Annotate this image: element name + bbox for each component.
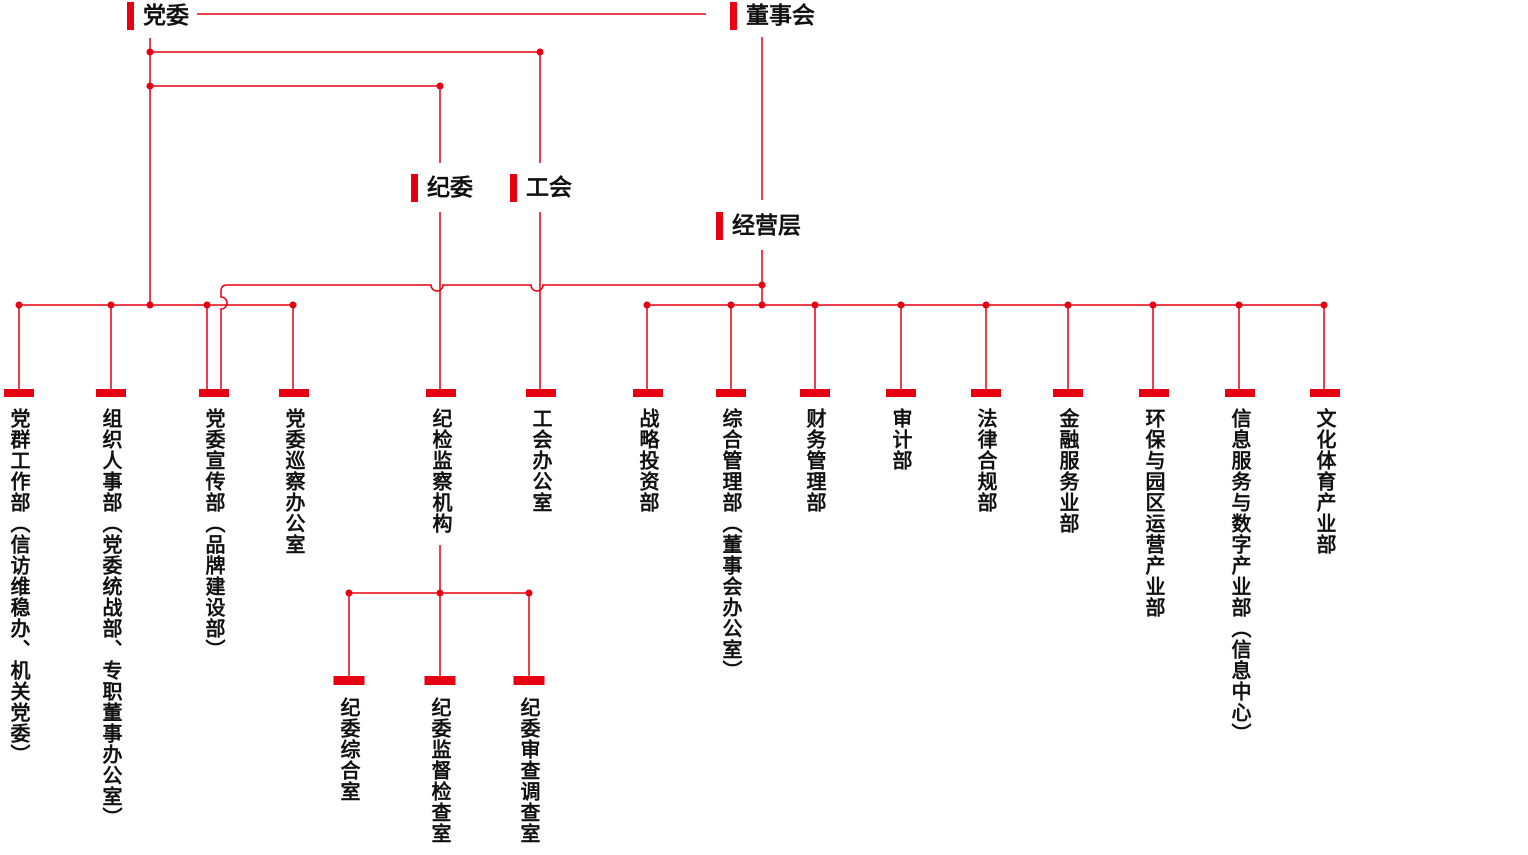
dept-culture-sports-industry: 文化体育产业部 — [1310, 389, 1340, 555]
node-bar — [513, 676, 545, 685]
dept-label: 审计部 — [889, 408, 913, 471]
node-management: 经营层 — [716, 212, 801, 240]
dept-label: 纪委审查调查室 — [517, 697, 541, 844]
node-bar — [1225, 389, 1255, 397]
dept-label: 金融服务业部 — [1056, 408, 1080, 534]
dept-environment-park-operations: 环保与园区运营产业部 — [1139, 389, 1169, 618]
dept-label: 文化体育产业部 — [1313, 408, 1337, 555]
node-label: 董事会 — [746, 3, 815, 29]
node-accent-bar — [510, 174, 517, 202]
node-party-committee: 党委 — [127, 2, 189, 30]
node-bar — [526, 389, 556, 397]
node-label: 纪委 — [427, 175, 473, 201]
dept-label: 组织人事部（党委统战部、专职董事办公室） — [99, 408, 123, 828]
dept-label: 财务管理部 — [803, 408, 827, 513]
node-board: 董事会 — [730, 2, 815, 30]
dept-union-office: 工会办公室 — [526, 389, 556, 513]
node-bar — [800, 389, 830, 397]
dept-label: 信息服务与数字产业部（信息中心） — [1228, 408, 1252, 744]
dept-label: 工会办公室 — [529, 408, 553, 513]
dept-label: 纪委监督检查室 — [428, 697, 452, 844]
node-bar — [1139, 389, 1169, 397]
dept-organization-personnel: 组织人事部（党委统战部、专职董事办公室） — [96, 389, 126, 828]
node-bar — [633, 389, 663, 397]
node-bar — [96, 389, 126, 397]
node-discipline-committee: 纪委 — [411, 174, 473, 202]
dept-party-masses-work: 党群工作部（信访维稳办、机关党委） — [4, 389, 34, 765]
dept-party-propaganda: 党委宣传部（品牌建设部） — [199, 389, 229, 660]
node-accent-bar — [730, 2, 737, 30]
node-bar — [971, 389, 1001, 397]
dept-label: 综合管理部（董事会办公室） — [719, 408, 743, 681]
node-accent-bar — [127, 2, 134, 30]
subdept-discipline-general-office: 纪委综合室 — [333, 676, 365, 802]
node-bar — [1053, 389, 1083, 397]
dept-label: 纪委综合室 — [337, 697, 361, 802]
dept-discipline-supervision-body: 纪检监察机构 — [426, 389, 456, 534]
node-bar — [1310, 389, 1340, 397]
node-labor-union: 工会 — [510, 174, 572, 202]
node-accent-bar — [411, 174, 418, 202]
dept-finance-management: 财务管理部 — [800, 389, 830, 513]
dept-label: 党群工作部（信访维稳办、机关党委） — [7, 408, 31, 765]
dept-general-management: 综合管理部（董事会办公室） — [716, 389, 746, 681]
dept-label: 纪检监察机构 — [429, 408, 453, 534]
node-bar — [424, 676, 456, 685]
dept-financial-services: 金融服务业部 — [1053, 389, 1083, 534]
node-bar — [886, 389, 916, 397]
node-label: 经营层 — [732, 213, 801, 239]
node-bar — [716, 389, 746, 397]
node-bar — [4, 389, 34, 397]
dept-label: 党委巡察办公室 — [282, 408, 306, 555]
dept-legal-compliance: 法律合规部 — [971, 389, 1001, 513]
node-label: 党委 — [143, 3, 189, 29]
node-bar — [199, 389, 229, 397]
dept-label: 党委宣传部（品牌建设部） — [202, 408, 226, 660]
dept-party-inspection-office: 党委巡察办公室 — [279, 389, 309, 555]
subdept-discipline-review-investigation-office: 纪委审查调查室 — [513, 676, 545, 844]
node-bar — [279, 389, 309, 397]
subdept-discipline-supervision-inspection-office: 纪委监督检查室 — [424, 676, 456, 844]
node-label: 工会 — [526, 175, 572, 201]
dept-label: 战略投资部 — [636, 408, 660, 513]
dept-strategic-investment: 战略投资部 — [633, 389, 663, 513]
dept-information-digital-industry: 信息服务与数字产业部（信息中心） — [1225, 389, 1255, 744]
node-accent-bar — [716, 212, 723, 240]
node-bar — [426, 389, 456, 397]
node-bar — [333, 676, 365, 685]
dept-label: 环保与园区运营产业部 — [1142, 408, 1166, 618]
dept-audit: 审计部 — [886, 389, 916, 471]
dept-label: 法律合规部 — [974, 408, 998, 513]
